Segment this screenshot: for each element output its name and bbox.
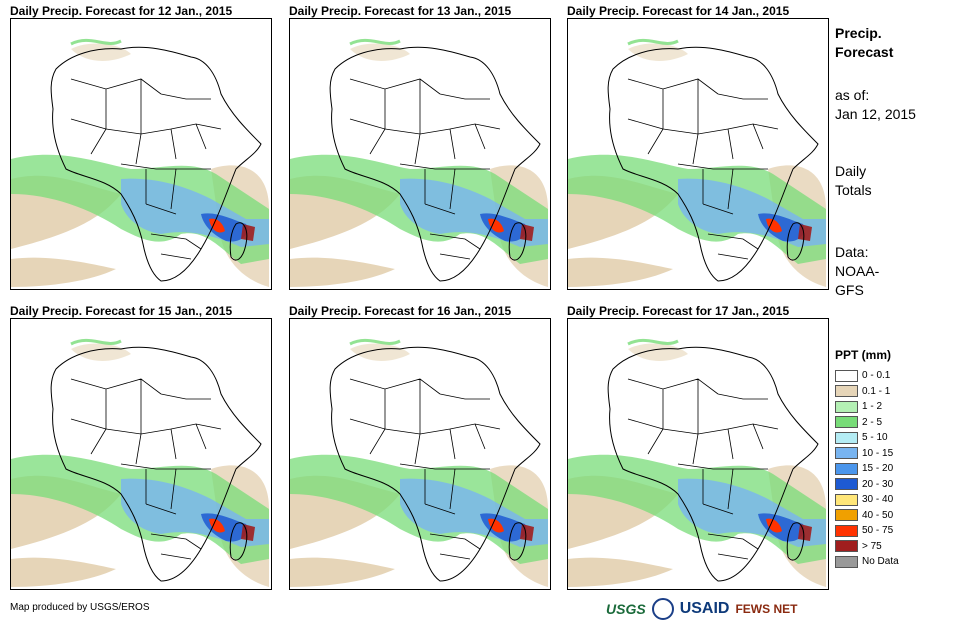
- legend-item: 2 - 5: [835, 415, 899, 431]
- forecast-panel: Daily Precip. Forecast for 13 Jan., 2015: [289, 4, 551, 290]
- panel-title: Daily Precip. Forecast for 15 Jan., 2015: [10, 304, 233, 318]
- fews-net-logo: FEWS NET: [735, 602, 798, 616]
- heading-line1: Precip.: [835, 25, 882, 41]
- legend-label: 0.1 - 1: [862, 385, 891, 397]
- ppt-legend: PPT (mm) 0 - 0.1 0.1 - 1 1 - 2 2 - 5 5 - 10 1…: [835, 348, 899, 570]
- usgs-logo: USGS: [606, 601, 646, 617]
- forecast-map: [567, 318, 829, 590]
- legend-swatch: [835, 416, 858, 429]
- legend-swatch: [835, 555, 858, 568]
- asof-date: Jan 12, 2015: [835, 106, 916, 122]
- legend-item: 15 - 20: [835, 461, 899, 477]
- source-line3: GFS: [835, 282, 864, 298]
- legend-swatch: [835, 400, 858, 413]
- legend-swatch: [835, 524, 858, 537]
- logo-strip: USGS USAID FEWS NET: [606, 594, 797, 624]
- legend-swatch: [835, 431, 858, 444]
- legend-label: No Data: [862, 556, 899, 568]
- forecast-map: [289, 18, 551, 290]
- legend-label: 50 - 75: [862, 525, 894, 537]
- legend-item: 1 - 2: [835, 399, 899, 415]
- legend-item: 5 - 10: [835, 430, 899, 446]
- africa-map: [568, 338, 828, 589]
- africa-map: [11, 38, 271, 289]
- map-credit: Map produced by USGS/EROS: [10, 602, 150, 613]
- legend-item: 0.1 - 1: [835, 384, 899, 400]
- legend-item: 20 - 30: [835, 477, 899, 493]
- forecast-panel: Daily Precip. Forecast for 16 Jan., 2015: [289, 304, 551, 590]
- panel-title: Daily Precip. Forecast for 14 Jan., 2015: [567, 4, 790, 18]
- forecast-map: [10, 18, 272, 290]
- sidebar-heading: Precip. Forecast: [835, 24, 893, 62]
- panel-title: Daily Precip. Forecast for 13 Jan., 2015: [289, 4, 512, 18]
- legend-swatch: [835, 493, 858, 506]
- asof-label: as of:: [835, 87, 870, 103]
- legend-title: PPT (mm): [835, 348, 892, 362]
- africa-map: [290, 338, 550, 589]
- legend-label: 10 - 15: [862, 447, 894, 459]
- forecast-map: [289, 318, 551, 590]
- legend-label: 0 - 0.1: [862, 370, 891, 382]
- africa-map: [11, 338, 271, 589]
- forecast-panel: Daily Precip. Forecast for 12 Jan., 2015: [10, 4, 272, 290]
- legend-swatch: [835, 369, 858, 382]
- africa-map: [568, 38, 828, 289]
- panel-title: Daily Precip. Forecast for 12 Jan., 2015: [10, 4, 233, 18]
- source-block: Data: NOAA- GFS: [835, 243, 879, 300]
- panel-title: Daily Precip. Forecast for 17 Jan., 2015: [567, 304, 790, 318]
- legend-label: 30 - 40: [862, 494, 894, 506]
- source-line2: NOAA-: [835, 263, 880, 279]
- legend-label: 40 - 50: [862, 509, 894, 521]
- forecast-map: [567, 18, 829, 290]
- africa-map: [290, 38, 550, 289]
- asof-block: as of: Jan 12, 2015: [835, 86, 916, 124]
- totals-line1: Daily: [835, 163, 867, 179]
- forecast-panel: Daily Precip. Forecast for 15 Jan., 2015: [10, 304, 272, 590]
- legend-label: 20 - 30: [862, 478, 894, 490]
- heading-line2: Forecast: [835, 44, 894, 60]
- legend-label: 1 - 2: [862, 401, 883, 413]
- legend-item: > 75: [835, 539, 899, 555]
- source-line1: Data:: [835, 244, 869, 260]
- legend-swatch: [835, 540, 858, 553]
- forecast-panel: Daily Precip. Forecast for 17 Jan., 2015: [567, 304, 829, 590]
- legend-item: 0 - 0.1: [835, 368, 899, 384]
- legend-swatch: [835, 462, 858, 475]
- legend-item: 50 - 75: [835, 523, 899, 539]
- panel-title: Daily Precip. Forecast for 16 Jan., 2015: [289, 304, 512, 318]
- totals-line2: Totals: [835, 182, 872, 198]
- legend-label: 2 - 5: [862, 416, 883, 428]
- totals-block: Daily Totals: [835, 162, 872, 200]
- legend-swatch: [835, 385, 858, 398]
- legend-label: > 75: [862, 540, 882, 552]
- legend-item: 30 - 40: [835, 492, 899, 508]
- legend-swatch: [835, 509, 858, 522]
- legend-swatch: [835, 478, 858, 491]
- legend-item: 40 - 50: [835, 508, 899, 524]
- forecast-map: [10, 318, 272, 590]
- forecast-panel: Daily Precip. Forecast for 14 Jan., 2015: [567, 4, 829, 290]
- legend-swatch: [835, 447, 858, 460]
- legend-item: 10 - 15: [835, 446, 899, 462]
- legend-label: 5 - 10: [862, 432, 888, 444]
- usaid-seal-icon: [651, 598, 674, 620]
- legend-label: 15 - 20: [862, 463, 894, 475]
- legend-item: No Data: [835, 554, 899, 570]
- usaid-logo: USAID: [679, 600, 730, 617]
